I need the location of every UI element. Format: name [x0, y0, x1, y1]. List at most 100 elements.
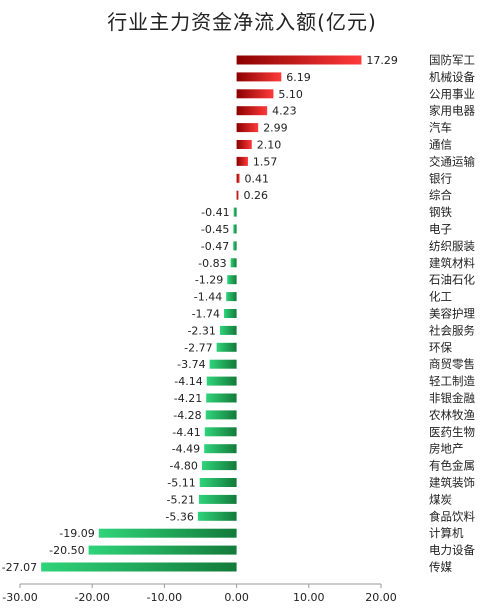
bar-公用事业	[236, 89, 274, 99]
bar-食品饮料	[197, 511, 237, 521]
bar-商贸零售	[209, 359, 237, 369]
category-label: 石油石化	[429, 273, 475, 287]
category-label: 机械设备	[429, 70, 475, 84]
bar-建筑材料	[230, 258, 237, 268]
value-label: -4.80	[169, 460, 197, 473]
bar-电子	[233, 224, 237, 234]
bar-通信	[236, 140, 252, 149]
category-label: 农林牧渔	[429, 408, 475, 422]
bar-建筑装饰	[199, 478, 237, 487]
category-label: 食品饮料	[429, 509, 475, 523]
bar-汽车	[236, 123, 259, 133]
category-label: 交通运输	[429, 154, 475, 168]
x-tick-label: 20.00	[365, 591, 397, 604]
category-label: 计算机	[429, 526, 464, 540]
value-label: 2.99	[263, 122, 288, 135]
value-label: -4.14	[174, 375, 202, 388]
category-label: 煤炭	[429, 492, 452, 506]
category-label: 银行	[429, 171, 452, 185]
bar-计算机	[98, 528, 237, 538]
value-label: -20.50	[49, 544, 84, 557]
bar-电力设备	[88, 545, 237, 555]
value-label: 0.41	[245, 172, 269, 185]
category-label: 医药生物	[429, 425, 475, 439]
value-label: -5.11	[167, 477, 195, 490]
category-label: 有色金属	[429, 459, 475, 473]
bar-化工	[226, 292, 237, 302]
value-label: -0.41	[201, 206, 229, 219]
category-label: 汽车	[429, 121, 452, 135]
value-label: -2.31	[187, 324, 215, 337]
category-label: 电子	[429, 222, 452, 236]
value-label: -0.83	[198, 257, 226, 270]
bar-有色金属	[201, 461, 237, 471]
value-label: 17.29	[366, 54, 398, 67]
category-label: 美容护理	[429, 307, 475, 321]
category-label: 建筑装饰	[429, 476, 475, 490]
value-label: 4.23	[272, 105, 297, 118]
x-axis: -30.00 -20.00 -10.00 0.00 10.00 20.00	[2, 583, 397, 604]
value-label: -2.77	[184, 341, 212, 354]
value-label: -4.21	[174, 392, 202, 405]
x-tick-label: -30.00	[2, 591, 37, 604]
value-label: -1.74	[192, 308, 220, 321]
bar-家用电器	[236, 106, 268, 116]
value-label: 1.57	[253, 155, 278, 168]
bar-交通运输	[236, 156, 248, 166]
category-label: 家用电器	[429, 104, 475, 118]
category-label: 社会服务	[429, 323, 475, 337]
x-tick-label: 10.00	[293, 591, 325, 604]
bar-环保	[216, 342, 237, 352]
value-label: 6.19	[286, 71, 311, 84]
value-label: -4.28	[173, 409, 201, 422]
category-label: 公用事业	[429, 87, 475, 101]
value-label: 5.10	[278, 88, 303, 101]
category-label: 综合	[429, 188, 452, 202]
category-label: 房地产	[429, 442, 464, 456]
bar-医药生物	[204, 427, 237, 437]
labels-layer: 17.29 国防军工 6.19 机械设备 5.10 公用事业 4.23 家用电器 2.99 汽车 2…	[2, 53, 476, 574]
category-label: 轻工制造	[429, 374, 475, 388]
bar-房地产	[204, 444, 237, 454]
value-label: 0.26	[243, 189, 268, 202]
category-label: 非银金融	[429, 391, 475, 405]
value-label: -0.47	[201, 240, 229, 253]
value-label: -4.41	[172, 426, 200, 439]
bar-机械设备	[236, 72, 282, 82]
category-label: 纺织服装	[429, 239, 475, 253]
bar-美容护理	[224, 309, 237, 318]
x-tick-label: 0.00	[224, 591, 249, 604]
category-label: 钢铁	[429, 205, 452, 219]
chart-title: 行业主力资金净流入额(亿元)	[107, 10, 377, 34]
bar-轻工制造	[206, 376, 237, 386]
bar-社会服务	[219, 325, 237, 335]
bar-国防军工	[236, 55, 362, 65]
category-label: 环保	[429, 340, 452, 354]
value-label: -19.09	[59, 527, 94, 540]
value-label: -1.29	[195, 274, 223, 287]
category-label: 建筑材料	[429, 256, 475, 270]
x-tick-label: -20.00	[74, 591, 109, 604]
bar-纺织服装	[233, 241, 237, 251]
bar-非银金融	[206, 393, 237, 403]
bar-传媒	[41, 562, 237, 572]
bars-layer	[41, 55, 362, 572]
bar-钢铁	[233, 207, 237, 217]
value-label: -3.74	[177, 358, 205, 371]
bar-石油石化	[227, 275, 237, 285]
value-label: -5.36	[165, 510, 193, 523]
value-label: -5.21	[167, 493, 195, 506]
value-label: -4.49	[172, 443, 200, 456]
bar-银行	[236, 173, 240, 183]
category-label: 化工	[429, 290, 452, 304]
value-label: 2.10	[257, 139, 282, 152]
category-label: 国防军工	[429, 53, 475, 67]
bar-煤炭	[198, 494, 237, 504]
category-label: 电力设备	[429, 543, 475, 557]
value-label: -27.07	[2, 561, 37, 574]
value-label: -1.44	[194, 291, 222, 304]
category-label: 传媒	[429, 560, 452, 574]
value-label: -0.45	[201, 223, 229, 236]
